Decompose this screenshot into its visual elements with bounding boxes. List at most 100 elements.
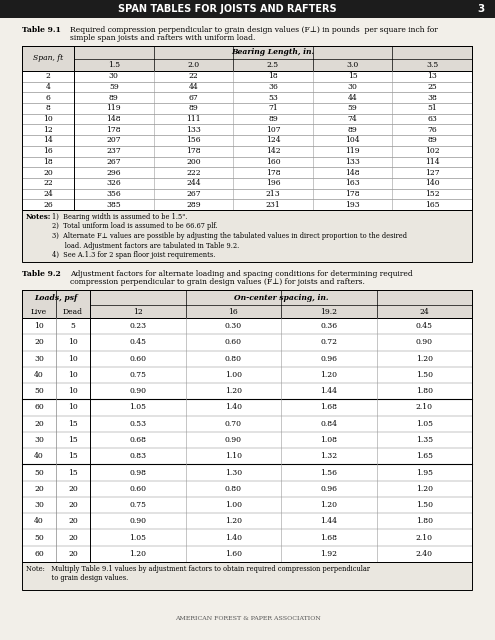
Text: 1.56: 1.56 [320,468,337,477]
Text: 104: 104 [346,136,360,145]
Text: 160: 160 [266,158,280,166]
Text: 18: 18 [43,158,53,166]
Text: 178: 178 [346,190,360,198]
Text: 2.5: 2.5 [267,61,279,69]
Text: 4)  See A.1.3 for 2 span floor joist requirements.: 4) See A.1.3 for 2 span floor joist requ… [52,251,215,259]
Text: Dead: Dead [63,307,83,316]
Text: 1.35: 1.35 [416,436,433,444]
Text: 1.44: 1.44 [320,387,337,395]
Text: 0.45: 0.45 [129,339,146,346]
Text: 1.95: 1.95 [416,468,433,477]
Text: 207: 207 [106,136,121,145]
Text: 10: 10 [43,115,53,123]
Text: 0.90: 0.90 [225,436,242,444]
Text: 0.83: 0.83 [129,452,147,460]
Text: 13: 13 [427,72,437,81]
Text: 1.68: 1.68 [320,403,337,412]
Text: 50: 50 [34,534,44,541]
Text: 102: 102 [425,147,440,155]
Text: 36: 36 [268,83,278,91]
Text: 30: 30 [109,72,119,81]
Text: 0.68: 0.68 [129,436,146,444]
Text: 24: 24 [43,190,53,198]
Text: Span, ft: Span, ft [33,54,63,63]
Text: 2)  Total uniform load is assumed to be 66.67 plf.: 2) Total uniform load is assumed to be 6… [52,223,218,230]
Text: 3)  Alternate F⊥ values are possible by adjusting the tabulated values in direct: 3) Alternate F⊥ values are possible by a… [52,232,407,240]
Text: 30: 30 [34,501,44,509]
Text: 20: 20 [34,485,44,493]
Text: 20: 20 [43,168,53,177]
Text: 60: 60 [34,550,44,558]
Bar [22,318,472,562]
Text: 148: 148 [106,115,121,123]
Text: On-center spacing, in.: On-center spacing, in. [234,294,328,301]
Text: 1.50: 1.50 [416,501,433,509]
Text: 163: 163 [345,179,360,188]
Text: 50: 50 [34,468,44,477]
Text: 40: 40 [34,452,44,460]
Text: 1.30: 1.30 [225,468,242,477]
Text: 114: 114 [425,158,440,166]
Text: 196: 196 [266,179,280,188]
Text: 50: 50 [34,387,44,395]
Text: 1.80: 1.80 [416,387,433,395]
Text: 74: 74 [347,115,357,123]
Bar [22,210,472,262]
Text: 0.84: 0.84 [320,420,337,428]
Text: 244: 244 [186,179,200,188]
Text: 231: 231 [266,201,280,209]
Text: 1.20: 1.20 [129,550,146,558]
Text: 71: 71 [268,104,278,113]
Text: 152: 152 [425,190,440,198]
Text: 200: 200 [186,158,200,166]
Text: 15: 15 [347,72,357,81]
Text: 1.08: 1.08 [320,436,337,444]
Text: 1.20: 1.20 [320,501,337,509]
Text: 10: 10 [68,355,78,363]
Text: 53: 53 [268,93,278,102]
Text: 89: 89 [268,115,278,123]
Text: Notes:: Notes: [26,213,51,221]
Text: 0.80: 0.80 [225,485,242,493]
Text: 89: 89 [109,93,119,102]
Text: 30: 30 [34,355,44,363]
Text: 8: 8 [46,104,50,113]
Text: compression perpendicular to grain design values (F⊥) for joists and rafters.: compression perpendicular to grain desig… [70,278,365,286]
Text: 1.00: 1.00 [225,371,242,379]
Text: Loads, psf: Loads, psf [34,294,78,301]
Text: 1.20: 1.20 [416,485,433,493]
Text: 15: 15 [68,452,78,460]
Text: 0.30: 0.30 [225,322,242,330]
Text: 1.05: 1.05 [416,420,433,428]
Text: 3.5: 3.5 [426,61,439,69]
Text: 30: 30 [34,436,44,444]
Text: 178: 178 [266,168,280,177]
Text: 20: 20 [68,485,78,493]
Text: 0.90: 0.90 [129,387,146,395]
Text: SPAN TABLES FOR JOISTS AND RAFTERS: SPAN TABLES FOR JOISTS AND RAFTERS [118,4,337,14]
Text: 165: 165 [425,201,440,209]
Text: 119: 119 [346,147,360,155]
Text: 356: 356 [106,190,121,198]
Text: 1.60: 1.60 [225,550,242,558]
Text: 10: 10 [68,403,78,412]
Text: 0.60: 0.60 [225,339,242,346]
Text: 0.90: 0.90 [416,339,433,346]
Text: 19.2: 19.2 [320,307,337,316]
Text: 222: 222 [186,168,200,177]
Text: 10: 10 [68,371,78,379]
Text: 127: 127 [425,168,440,177]
Bar [22,46,472,71]
Text: 5: 5 [71,322,75,330]
Text: 6: 6 [46,93,50,102]
Text: 0.60: 0.60 [129,355,146,363]
Text: 30: 30 [347,83,357,91]
Text: 1.65: 1.65 [416,452,433,460]
Text: 12: 12 [133,307,143,316]
Text: 1.44: 1.44 [320,517,337,525]
Text: 1.05: 1.05 [129,534,146,541]
Text: 16: 16 [43,147,53,155]
Text: 1.05: 1.05 [129,403,146,412]
Text: 0.70: 0.70 [225,420,242,428]
Bar [0,0,495,18]
